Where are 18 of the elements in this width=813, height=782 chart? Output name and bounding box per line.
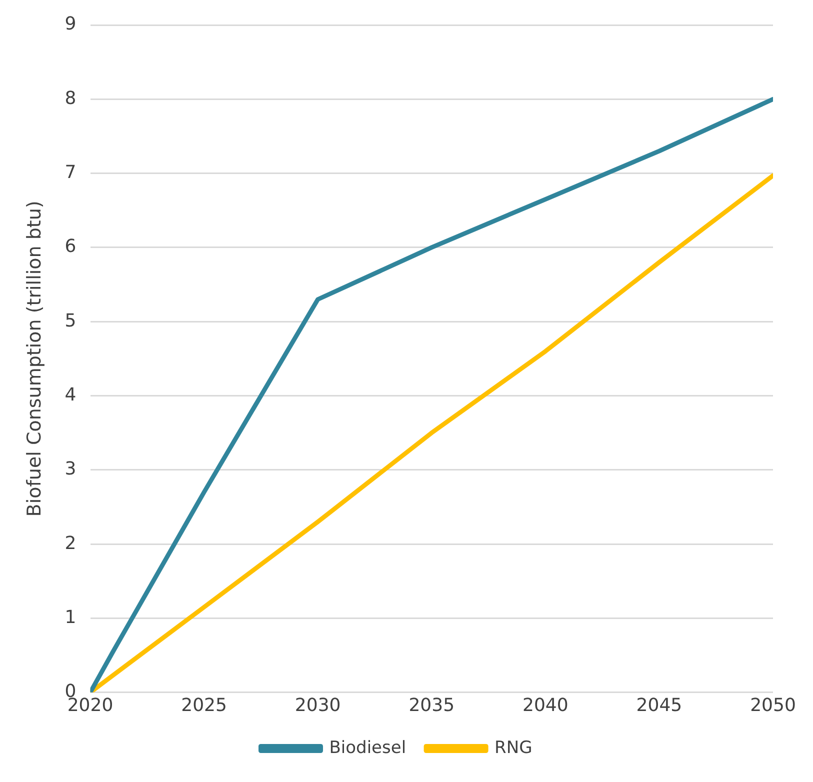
y-tick-label: 6 <box>64 236 76 258</box>
x-tick-label: 2030 <box>294 694 341 716</box>
y-tick-label: 1 <box>64 606 76 628</box>
legend-label: RNG <box>494 738 532 758</box>
x-tick-label: 2045 <box>636 694 682 716</box>
y-tick-label: 2 <box>64 532 76 554</box>
y-tick-label: 3 <box>64 458 76 480</box>
legend-label: Biodiesel <box>329 738 406 758</box>
x-tick-label: 2025 <box>181 694 227 716</box>
y-tick-label: 9 <box>64 14 76 35</box>
x-tick-label: 2040 <box>522 694 568 716</box>
y-tick-label: 4 <box>64 384 76 406</box>
y-tick-label: 5 <box>64 310 76 332</box>
y-axis-title: Biofuel Consumption (trillion btu) <box>23 200 46 517</box>
y-tick-label: 7 <box>64 162 76 183</box>
x-tick-label: 2050 <box>750 694 796 716</box>
x-tick-label: 2035 <box>408 694 455 716</box>
y-tick-label: 8 <box>64 88 76 109</box>
